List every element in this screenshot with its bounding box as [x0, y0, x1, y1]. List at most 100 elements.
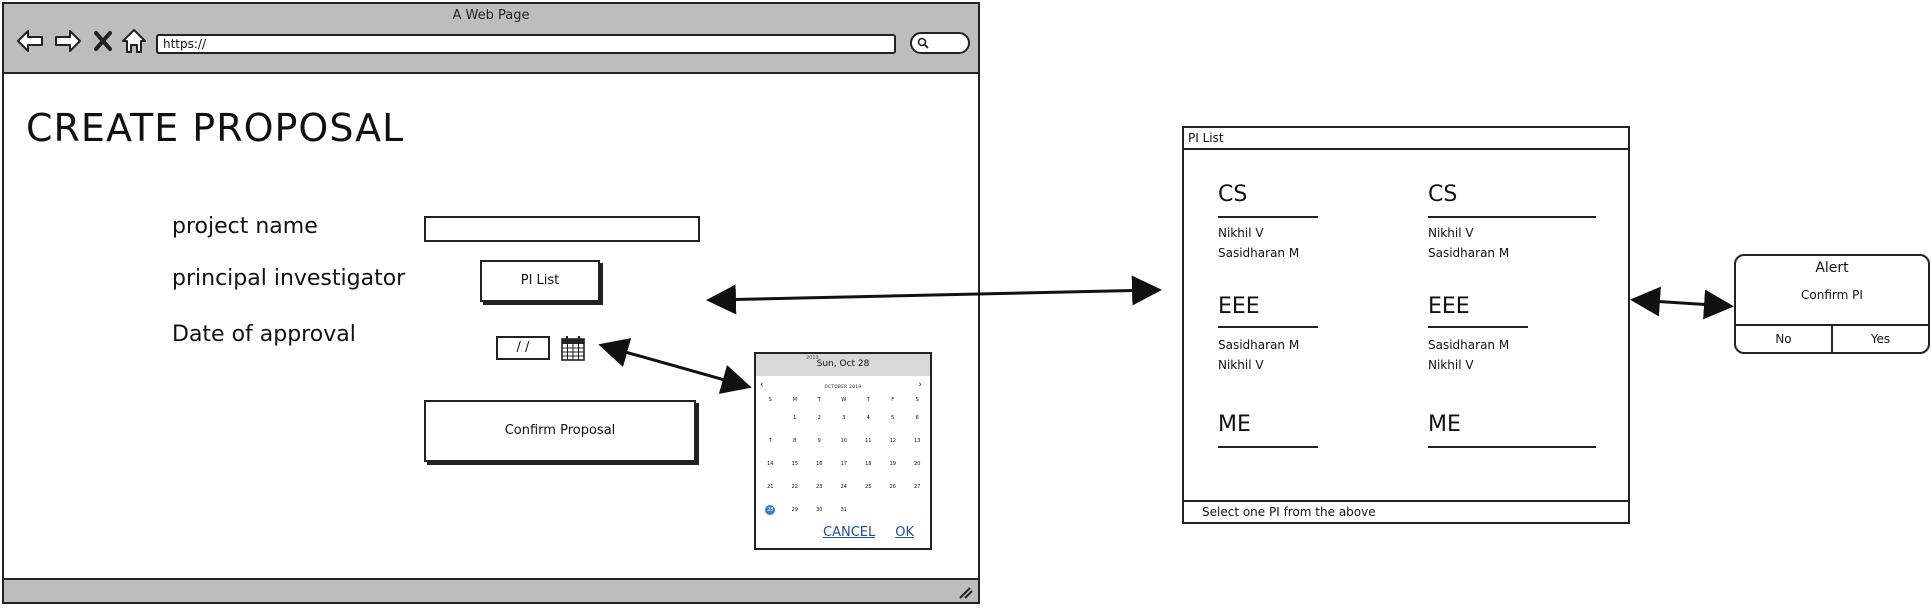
dept-heading: EEE: [1428, 294, 1470, 319]
day-cell[interactable]: 10: [840, 437, 847, 444]
chevron-left-icon[interactable]: ‹: [760, 380, 764, 390]
divider: [1428, 326, 1528, 328]
date-input[interactable]: / /: [496, 336, 550, 360]
day-cell[interactable]: 12: [889, 437, 896, 444]
search-box[interactable]: [910, 32, 970, 54]
pi-member[interactable]: Sasidharan M: [1218, 338, 1300, 352]
pi-member[interactable]: Sasidharan M: [1218, 246, 1300, 260]
date-picker-actions: CANCEL OK: [803, 525, 914, 540]
day-cell[interactable]: 22: [791, 483, 798, 490]
resize-grip-icon[interactable]: [956, 584, 974, 600]
pi-member[interactable]: Sasidharan M: [1428, 246, 1510, 260]
day-cell[interactable]: 9: [817, 437, 821, 444]
date-picker-year: 2019: [806, 355, 819, 361]
divider: [1218, 446, 1318, 448]
alert-message: Confirm PI: [1801, 288, 1863, 302]
day-cell[interactable]: 17: [840, 460, 847, 467]
arrow-list-to-alert: [1630, 286, 1734, 320]
dept-heading: CS: [1218, 182, 1248, 207]
project-name-label: project name: [172, 214, 318, 239]
day-cell[interactable]: 24: [840, 483, 847, 490]
day-cell[interactable]: 13: [914, 437, 921, 444]
pi-member[interactable]: Nikhil V: [1428, 226, 1474, 240]
day-cell[interactable]: 2: [817, 414, 821, 421]
alert-dialog: Alert Confirm PI No Yes: [1734, 254, 1930, 354]
search-icon: [917, 37, 929, 49]
date-picker-header: 2019 Sun, Oct 28: [756, 354, 930, 376]
day-cell[interactable]: 5: [891, 414, 895, 421]
day-cell[interactable]: 27: [914, 483, 921, 490]
date-picker: 2019 Sun, Oct 28 ‹ › OCTOBER 2019 S M T …: [754, 352, 932, 550]
week-row: 7 8 9 10 11 12 13: [758, 429, 930, 452]
alert-yes-button[interactable]: Yes: [1870, 332, 1891, 346]
divider: [1218, 216, 1318, 218]
day-cell[interactable]: 4: [866, 414, 870, 421]
day-cell[interactable]: 16: [816, 460, 823, 467]
week-row: 21 22 23 24 25 26 27: [758, 475, 930, 498]
pi-member[interactable]: Nikhil V: [1218, 226, 1264, 240]
dept-heading: CS: [1428, 182, 1458, 207]
pi-list-button[interactable]: PI List: [480, 260, 600, 302]
day-cell-selected[interactable]: 28: [758, 504, 783, 515]
weekday-label: T: [866, 397, 870, 403]
dept-heading: EEE: [1218, 294, 1260, 319]
back-arrow-icon[interactable]: [16, 28, 44, 54]
alert-title: Alert: [1815, 260, 1849, 276]
date-picker-selected-label: Sun, Oct 28: [816, 359, 870, 369]
dept-heading: ME: [1428, 412, 1461, 437]
weekday-label: T: [817, 397, 821, 403]
date-picker-grid: S M T W T F S 1 2 3 4 5 6 7 8 9 10: [758, 394, 930, 521]
chevron-right-icon[interactable]: ›: [918, 380, 922, 390]
date-picker-cancel-button[interactable]: CANCEL: [823, 525, 876, 540]
day-cell[interactable]: 30: [816, 506, 823, 513]
day-cell[interactable]: 1: [793, 414, 797, 421]
day-cell[interactable]: 26: [889, 483, 896, 490]
day-cell[interactable]: 19: [889, 460, 896, 467]
project-name-input[interactable]: [424, 216, 700, 242]
pi-member[interactable]: Nikhil V: [1428, 358, 1474, 372]
day-cell[interactable]: 6: [915, 414, 919, 421]
status-bar: [4, 578, 978, 602]
weekday-row: S M T W T F S: [758, 394, 930, 406]
confirm-proposal-button[interactable]: Confirm Proposal: [424, 400, 696, 462]
day-cell[interactable]: 18: [865, 460, 872, 467]
week-row: 28 29 30 31: [758, 498, 930, 521]
pi-list-footer: Select one PI from the above: [1184, 500, 1628, 522]
browser-window: A Web Page https:// CREATE PROPOSAL proj…: [2, 2, 980, 604]
date-of-approval-label: Date of approval: [172, 322, 356, 347]
home-icon[interactable]: [120, 28, 148, 54]
address-bar[interactable]: https://: [156, 34, 896, 54]
selected-day: 28: [765, 504, 776, 515]
day-cell[interactable]: 25: [865, 483, 872, 490]
day-cell[interactable]: 7: [768, 437, 772, 444]
pi-member[interactable]: Nikhil V: [1218, 358, 1264, 372]
close-icon[interactable]: [92, 28, 114, 54]
day-cell[interactable]: 21: [767, 483, 774, 490]
day-cell[interactable]: 14: [767, 460, 774, 467]
pi-list-title: PI List: [1184, 128, 1628, 150]
day-cell[interactable]: 23: [816, 483, 823, 490]
pi-member[interactable]: Sasidharan M: [1428, 338, 1510, 352]
window-title: A Web Page: [452, 8, 530, 23]
day-cell[interactable]: 11: [865, 437, 872, 444]
weekday-label: F: [891, 397, 895, 403]
title-bar: A Web Page https://: [4, 4, 978, 74]
day-cell[interactable]: 20: [914, 460, 921, 467]
page-title: CREATE PROPOSAL: [26, 106, 405, 150]
day-cell[interactable]: 3: [842, 414, 846, 421]
weekday-label: M: [792, 397, 797, 403]
date-picker-ok-button[interactable]: OK: [895, 525, 914, 540]
date-picker-month: OCTOBER 2019: [824, 384, 862, 389]
day-cell[interactable]: 8: [793, 437, 797, 444]
alert-no-button[interactable]: No: [1736, 326, 1833, 352]
calendar-icon[interactable]: [560, 334, 586, 362]
day-cell[interactable]: 29: [791, 506, 798, 513]
day-cell[interactable]: 31: [840, 506, 847, 513]
day-cell[interactable]: 15: [791, 460, 798, 467]
week-row: 14 15 16 17 18 19 20: [758, 452, 930, 475]
weekday-label: W: [841, 397, 847, 403]
weekday-label: S: [768, 397, 772, 403]
principal-investigator-label: principal investigator: [172, 266, 406, 291]
forward-arrow-icon[interactable]: [54, 28, 82, 54]
weekday-label: S: [915, 397, 919, 403]
